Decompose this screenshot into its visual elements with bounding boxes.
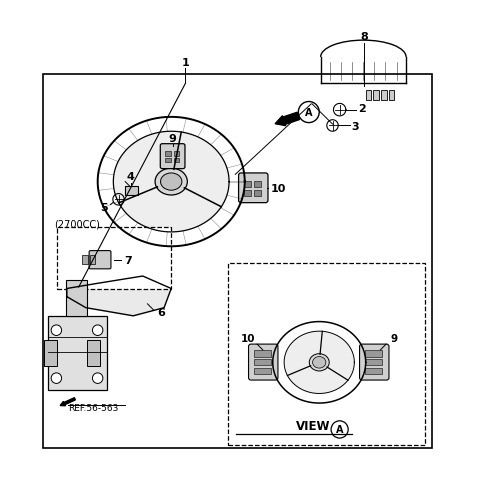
Bar [254, 359, 271, 365]
Bar [90, 256, 96, 264]
Text: (2700CC): (2700CC) [54, 219, 100, 229]
Bar [365, 368, 383, 374]
Bar [165, 152, 171, 156]
Bar [48, 316, 107, 390]
Text: 10: 10 [270, 183, 286, 194]
Ellipse shape [155, 169, 187, 196]
Bar [373, 91, 379, 101]
Bar [174, 159, 179, 163]
Text: 9: 9 [168, 134, 177, 143]
Bar [44, 340, 57, 366]
Text: 9: 9 [390, 333, 397, 343]
Text: 8: 8 [360, 32, 368, 42]
Circle shape [51, 373, 61, 384]
Bar [43, 75, 432, 448]
Circle shape [93, 373, 103, 384]
Bar [165, 159, 171, 163]
FancyArrow shape [275, 113, 300, 126]
Text: 10: 10 [240, 333, 255, 343]
Bar [228, 263, 425, 445]
Text: 3: 3 [351, 122, 359, 132]
Bar [366, 91, 372, 101]
Bar [83, 256, 88, 264]
Circle shape [93, 325, 103, 336]
FancyBboxPatch shape [239, 174, 268, 203]
FancyBboxPatch shape [360, 345, 389, 380]
Ellipse shape [309, 354, 329, 371]
Bar [254, 350, 271, 357]
Ellipse shape [312, 357, 326, 368]
Text: 7: 7 [124, 255, 132, 265]
Bar [388, 91, 394, 101]
Bar [254, 190, 261, 197]
Ellipse shape [160, 174, 182, 191]
Circle shape [51, 325, 61, 336]
Text: 6: 6 [157, 308, 165, 318]
FancyBboxPatch shape [160, 144, 185, 169]
Text: A: A [305, 108, 312, 118]
Bar [254, 368, 271, 374]
Bar [244, 190, 252, 197]
Ellipse shape [113, 132, 229, 232]
Circle shape [299, 102, 319, 123]
FancyBboxPatch shape [89, 251, 111, 269]
Bar [365, 359, 383, 365]
Text: 5: 5 [100, 202, 108, 212]
Text: A: A [336, 424, 343, 435]
Bar [125, 186, 137, 195]
Text: 4: 4 [127, 172, 135, 182]
Text: REF.56-563: REF.56-563 [68, 403, 119, 412]
FancyArrow shape [60, 398, 75, 406]
Bar [254, 182, 261, 188]
Bar [381, 91, 386, 101]
Bar [57, 227, 171, 290]
Circle shape [331, 421, 348, 438]
Text: VIEW: VIEW [296, 419, 331, 432]
Ellipse shape [284, 332, 354, 393]
Text: 2: 2 [358, 104, 365, 114]
Bar [174, 152, 179, 156]
Bar [365, 350, 383, 357]
Polygon shape [67, 276, 171, 316]
Text: 1: 1 [181, 58, 189, 67]
FancyBboxPatch shape [249, 345, 278, 380]
Bar [87, 340, 100, 366]
Bar [66, 280, 87, 316]
Bar [244, 182, 252, 188]
